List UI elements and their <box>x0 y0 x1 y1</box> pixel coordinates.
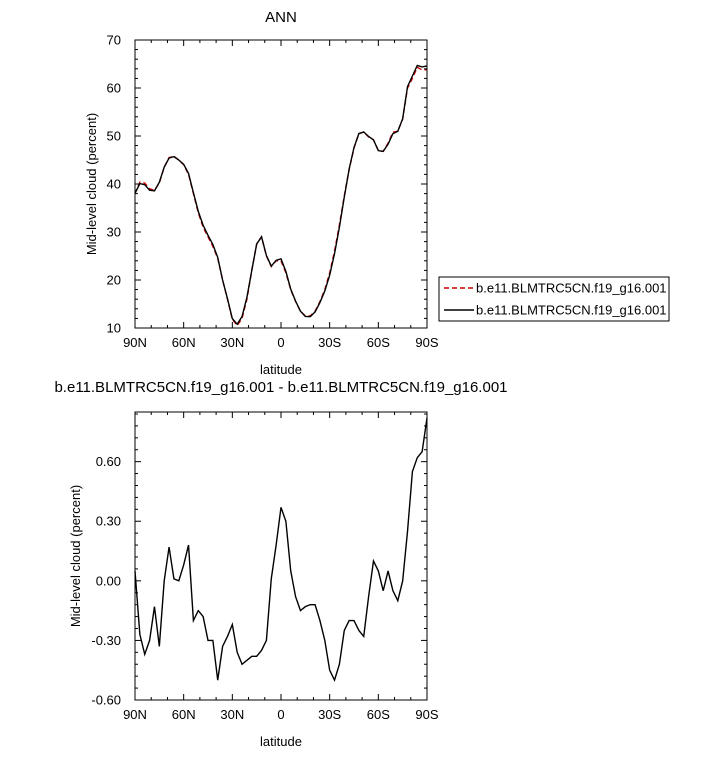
legend-label-2: b.e11.BLMTRC5CN.f19_g16.001 <box>476 303 667 318</box>
x-tick-label: 60S <box>367 707 390 722</box>
plot-frame <box>134 39 428 329</box>
x-tick-label: 30S <box>318 335 341 350</box>
chart-title: b.e11.BLMTRC5CN.f19_g16.001 - b.e11.BLMT… <box>54 379 507 396</box>
series-line-2 <box>134 64 428 326</box>
series-line-1 <box>134 417 428 683</box>
y-axis-label: Mid-level cloud (percent) <box>84 113 99 255</box>
difference-plot: b.e11.BLMTRC5CN.f19_g16.001 - b.e11.BLMT… <box>54 379 507 749</box>
x-tick-label: 60N <box>172 335 196 350</box>
y-tick-label: 10 <box>107 321 121 336</box>
y-tick-label: 0.30 <box>96 514 121 529</box>
x-tick-label: 30S <box>318 707 341 722</box>
x-tick-label: 90S <box>415 707 438 722</box>
y-tick-label: 30 <box>107 225 121 240</box>
legend: b.e11.BLMTRC5CN.f19_g16.001 b.e11.BLMTRC5… <box>438 276 670 322</box>
y-tick-label: 40 <box>107 177 121 192</box>
chart-title: ANN <box>265 9 297 26</box>
y-tick-label: 0.60 <box>96 454 121 469</box>
x-tick-label: 90S <box>415 335 438 350</box>
x-tick-label: 0 <box>277 335 284 350</box>
y-tick-label: -0.60 <box>91 693 121 708</box>
series-line-1 <box>134 66 427 327</box>
y-tick-label: -0.30 <box>91 633 121 648</box>
y-tick-label: 20 <box>107 273 121 288</box>
y-tick-label: 70 <box>107 33 121 48</box>
legend-box <box>438 276 670 322</box>
x-tick-label: 60N <box>172 707 196 722</box>
x-tick-label: 30N <box>220 335 244 350</box>
plot-frame <box>134 411 428 701</box>
x-tick-label: 90N <box>123 335 147 350</box>
y-tick-label: 0.00 <box>96 573 121 588</box>
x-axis-label: latitude <box>260 362 302 377</box>
y-tick-label: 60 <box>107 81 121 96</box>
top-plot: ANN 90N 60N 30N 0 30S 60S 90S 10 20 30 40 50 60 70 lati… <box>84 9 670 377</box>
x-tick-label: 60S <box>367 335 390 350</box>
legend-label-1: b.e11.BLMTRC5CN.f19_g16.001 <box>476 281 667 296</box>
x-tick-label: 0 <box>277 707 284 722</box>
y-tick-label: 50 <box>107 129 121 144</box>
x-tick-label: 30N <box>220 707 244 722</box>
y-axis-label: Mid-level cloud (percent) <box>68 485 83 627</box>
x-tick-label: 90N <box>123 707 147 722</box>
x-axis-label: latitude <box>260 734 302 749</box>
